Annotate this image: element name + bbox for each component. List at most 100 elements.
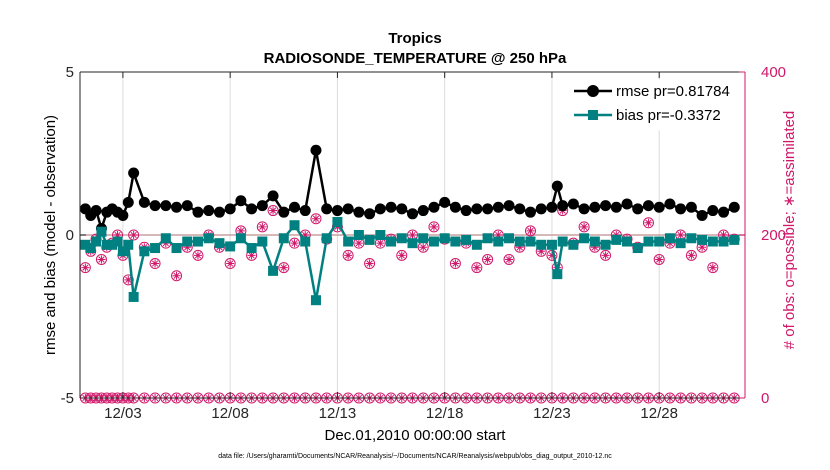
bias-point	[428, 236, 439, 247]
bias-point	[450, 236, 461, 247]
bias-point	[192, 236, 203, 247]
obs-possible-marker	[503, 253, 515, 265]
obs-count-point	[653, 253, 665, 265]
obs-assimilated-marker	[290, 239, 299, 248]
y2-tick-label: 0	[761, 390, 769, 407]
rmse-point	[128, 167, 140, 179]
obs-possible-marker	[95, 253, 107, 265]
rmse-point	[289, 201, 301, 213]
obs-assimilated-marker	[172, 271, 181, 280]
rmse-point	[374, 203, 386, 215]
y2-tick-label: 400	[761, 64, 786, 81]
obs-possible-marker	[310, 213, 322, 225]
legend-rmse-marker	[587, 85, 599, 97]
bias-point	[96, 226, 107, 237]
obs-possible-marker	[396, 249, 408, 261]
obs-assimilated-marker	[301, 231, 310, 239]
rmse-point	[235, 195, 247, 207]
obs-assimilated-marker	[515, 243, 524, 252]
rmse-point	[122, 196, 134, 208]
bias-point	[697, 234, 708, 245]
obs-assimilated-marker	[719, 231, 728, 239]
obs-count-point	[707, 262, 719, 274]
chart-subtitle: RADIOSONDE_TEMPERATURE @ 250 hPa	[264, 50, 567, 67]
rmse-point	[610, 201, 622, 213]
obs-assimilated-marker	[472, 263, 481, 272]
rmse-point	[256, 200, 268, 212]
obs-assimilated-marker	[644, 218, 653, 227]
rmse-point	[299, 205, 311, 217]
obs-count-point	[396, 249, 408, 261]
obs-assimilated-marker	[687, 251, 696, 260]
bias-point	[85, 243, 96, 254]
obs-assimilated-marker	[376, 239, 385, 248]
obs-possible-marker	[707, 262, 719, 274]
bias-point	[643, 236, 654, 247]
rmse-point	[551, 180, 563, 192]
rmse-point	[632, 203, 644, 215]
bias-point	[246, 243, 257, 254]
rmse-point	[471, 203, 483, 215]
bias-point	[552, 269, 563, 280]
obs-possible-marker	[171, 270, 183, 282]
bias-point	[225, 241, 236, 252]
legend-rmse-label: rmse pr=0.81784	[616, 83, 730, 100]
obs-possible-marker	[524, 225, 536, 237]
rmse-point	[407, 208, 418, 220]
x-tick-label: 12/28	[640, 405, 678, 422]
obs-assimilated-marker	[708, 263, 717, 272]
obs-assimilated-marker	[97, 255, 106, 264]
bias-point	[343, 236, 354, 247]
y2-tick-label: 200	[761, 227, 786, 244]
rmse-point	[138, 196, 150, 208]
rmse-point	[524, 206, 536, 218]
obs-assimilated-marker	[365, 259, 374, 268]
obs-assimilated-marker	[451, 259, 460, 268]
rmse-point	[653, 201, 665, 213]
obs-count-point	[364, 258, 376, 270]
obs-count-point	[289, 237, 301, 249]
rmse-point	[578, 203, 590, 215]
rmse-point	[439, 196, 451, 208]
bias-point	[332, 216, 343, 227]
obs-assimilated-marker	[676, 231, 685, 239]
obs-count-point	[278, 262, 290, 274]
obs-possible-marker	[278, 262, 290, 274]
obs-assimilated-marker	[81, 263, 90, 272]
rmse-point	[149, 200, 161, 212]
ticks: 12/03 12/08 12/13 12/18 12/23 12/28 -5 0 5 0 200 40…	[61, 64, 786, 422]
obs-count-point	[417, 241, 429, 253]
x-tick-label: 12/23	[533, 405, 571, 422]
obs-assimilated-marker	[483, 255, 492, 264]
obs-count-point	[310, 213, 322, 225]
bias-point	[654, 236, 665, 247]
rmse-point	[460, 205, 472, 217]
rmse-point	[364, 208, 376, 220]
rmse-point	[353, 206, 365, 218]
bias-line	[84, 219, 735, 301]
obs-assimilated-marker	[419, 243, 428, 252]
obs-count-point	[342, 249, 354, 261]
rmse-point	[278, 206, 290, 218]
obs-possible-marker	[122, 274, 134, 286]
chart-title: Tropics	[388, 30, 441, 47]
rmse-point	[642, 200, 654, 212]
obs-assimilated-marker	[655, 255, 664, 264]
rmse-point	[514, 203, 526, 215]
obs-count-point	[122, 274, 134, 286]
bias-point	[622, 236, 633, 247]
obs-count-point	[685, 249, 697, 261]
rmse-point	[203, 205, 215, 217]
rmse-point	[589, 201, 601, 213]
rmse-point	[728, 201, 740, 213]
obs-count-point	[171, 270, 183, 282]
obs-count-point	[128, 229, 140, 241]
rmse-point	[117, 209, 129, 221]
legend-bias-label: bias pr=-0.3372	[616, 107, 721, 124]
bias-point	[289, 220, 300, 231]
bias-point	[150, 243, 161, 254]
bias-point	[707, 236, 718, 247]
obs-count-point	[149, 258, 161, 270]
rmse-point	[385, 201, 397, 213]
obs-assimilated-marker	[311, 214, 320, 223]
